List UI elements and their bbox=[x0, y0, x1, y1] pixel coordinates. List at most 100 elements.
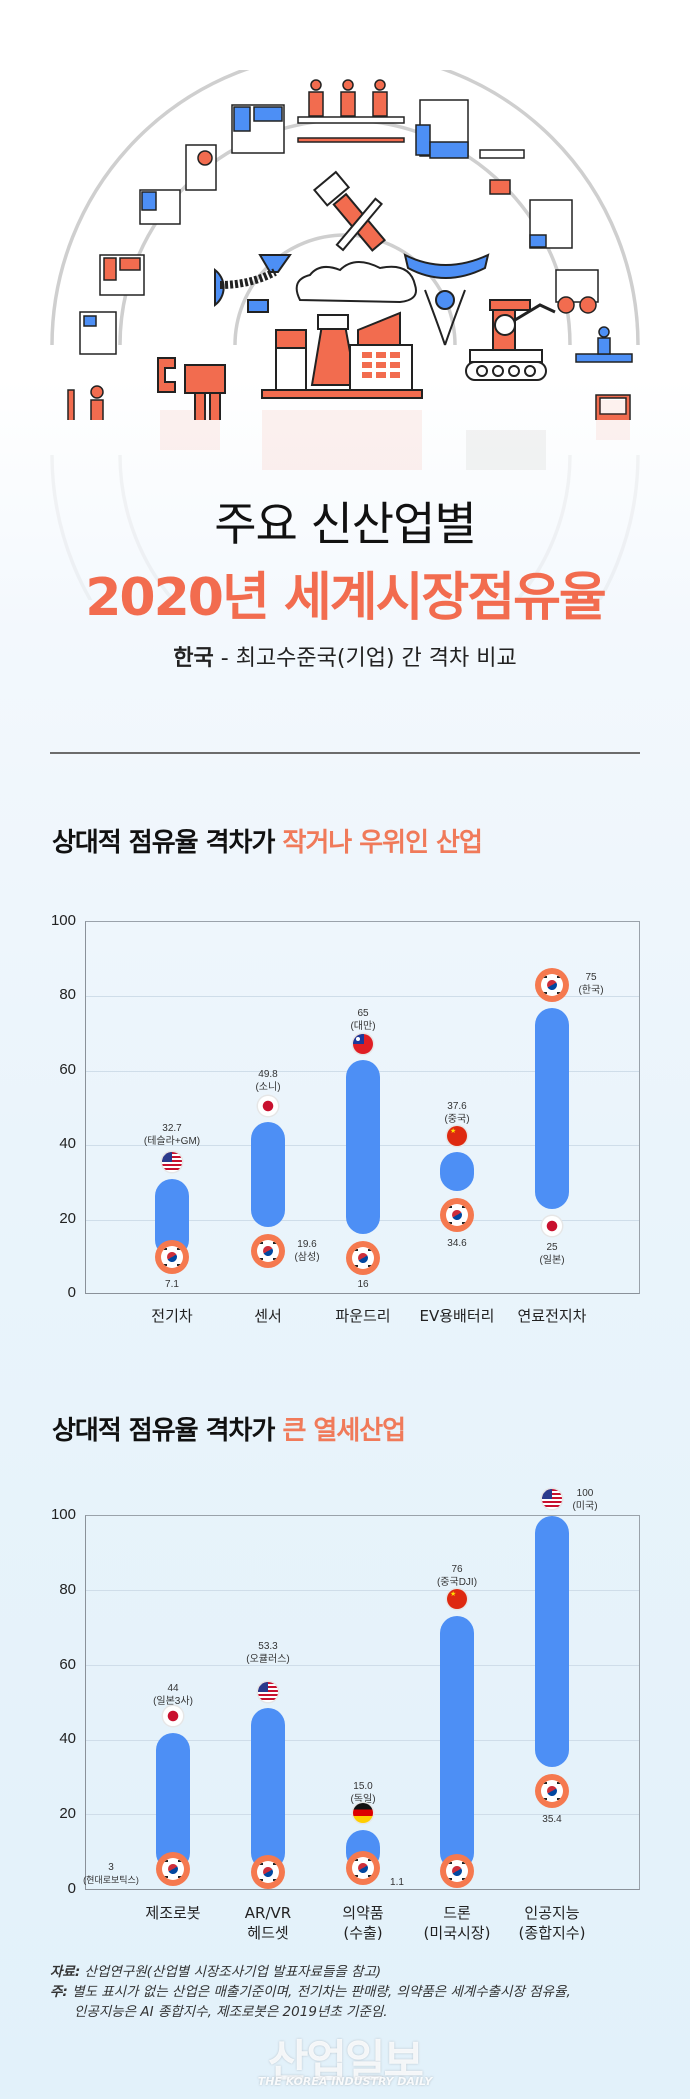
korea-flag-icon bbox=[535, 1774, 569, 1808]
industry-illustration bbox=[0, 0, 690, 420]
y-tick: 60 bbox=[59, 1061, 76, 1078]
page-title-line2: 2020년 세계시장점유율 bbox=[85, 568, 607, 628]
label-top-value: 49.8 bbox=[258, 1069, 278, 1080]
taiwan-flag-icon bbox=[353, 1034, 373, 1054]
watermark-logo: 산업일보 bbox=[268, 2036, 424, 2087]
robot-legs-icon bbox=[157, 357, 226, 420]
robot-gripper-right-icon bbox=[403, 253, 490, 346]
label-top-name: (독일) bbox=[350, 1794, 376, 1805]
y-tick: 80 bbox=[59, 986, 76, 1003]
label-korea-value: 35.4 bbox=[542, 1814, 562, 1825]
label-top-value: 53.3 bbox=[258, 1641, 278, 1652]
label-korea-value: 34.6 bbox=[447, 1238, 467, 1249]
source-note: 자료: 산업연구원(산업별 시장조사기업 발표자료들을 참고) bbox=[50, 1962, 381, 1982]
y-tick: 40 bbox=[59, 1730, 76, 1747]
note-line1: 별도 표시가 없는 산업은 매출기준이며, 전기차는 판매량, 의약품은 세계수… bbox=[67, 1984, 571, 2000]
x-category: 의약품 (수출) bbox=[342, 1904, 384, 1942]
korea-flag-icon bbox=[251, 1855, 285, 1889]
footnote: 주: 별도 표시가 없는 산업은 매출기준이며, 전기차는 판매량, 의약품은 … bbox=[50, 1982, 571, 2002]
label-top-value: 15.0 bbox=[353, 1781, 373, 1792]
subtitle-rest: - 최고수준국(기업) 간 격차 비교 bbox=[213, 646, 517, 671]
tools-icon bbox=[312, 170, 387, 252]
label-top-value: 32.7 bbox=[162, 1123, 182, 1134]
note-label: 주: bbox=[50, 1984, 68, 2000]
label-top-value: 76 bbox=[451, 1564, 463, 1575]
section-title-small-gap: 상대적 점유율 격차가 작거나 우위인 산업 bbox=[52, 822, 483, 859]
korea-flag-icon bbox=[440, 1198, 474, 1232]
label-korea-value: 75 bbox=[585, 972, 597, 983]
y-tick: 80 bbox=[59, 1581, 76, 1598]
china-flag-icon bbox=[447, 1589, 467, 1609]
usa-flag-icon bbox=[162, 1152, 182, 1172]
illustration-reflection bbox=[50, 400, 640, 600]
factory-icon bbox=[261, 261, 423, 399]
label-top-name: (중국DJI) bbox=[436, 1577, 478, 1588]
korea-flag-icon bbox=[346, 1241, 380, 1275]
y-tick: 100 bbox=[50, 912, 76, 929]
range-bar-arvr bbox=[251, 1708, 285, 1870]
section-title-highlight: 작거나 우위인 산업 bbox=[282, 828, 482, 858]
x-category: EV용배터리 bbox=[419, 1307, 495, 1325]
label-korea-name: (삼성) bbox=[294, 1252, 320, 1263]
label-top-value: 25 bbox=[546, 1242, 558, 1253]
korea-flag-icon bbox=[346, 1851, 380, 1885]
x-category: 파운드리 bbox=[335, 1307, 391, 1325]
label-korea-value: 7.1 bbox=[165, 1279, 179, 1290]
label-korea-value: 16 bbox=[357, 1279, 369, 1290]
y-tick: 20 bbox=[59, 1210, 76, 1227]
range-bar-robot bbox=[156, 1733, 190, 1870]
gridline bbox=[86, 996, 639, 997]
machine-icons-left bbox=[79, 104, 285, 355]
x-category: 연료전지차 bbox=[517, 1307, 587, 1325]
label-top-name: (오큘러스) bbox=[246, 1654, 290, 1665]
label-korea-value: 3 bbox=[108, 1862, 114, 1873]
subtitle-bold: 한국 bbox=[173, 646, 214, 671]
y-tick: 0 bbox=[67, 1880, 76, 1897]
page-title-line1: 주요 신산업별 bbox=[214, 497, 477, 551]
gridline bbox=[86, 1740, 639, 1741]
footnote-cont: 인공지능은 AI 종합지수, 제조로봇은 2019년초 기준임. bbox=[74, 2004, 388, 2020]
source-label: 자료: bbox=[50, 1964, 81, 1980]
section-title-large-gap: 상대적 점유율 격차가 큰 열세산업 bbox=[52, 1410, 406, 1447]
page-subtitle: 한국 - 최고수준국(기업) 간 격차 비교 bbox=[0, 640, 690, 672]
label-top-value: 65 bbox=[357, 1008, 369, 1019]
label-top-name: (소니) bbox=[255, 1082, 281, 1093]
label-korea-value: 19.6 bbox=[297, 1239, 317, 1250]
gridline bbox=[86, 1590, 639, 1591]
machine-icons-right bbox=[415, 99, 633, 420]
x-category: 전기차 bbox=[151, 1307, 193, 1325]
range-bar-sensor bbox=[251, 1122, 285, 1227]
label-top-name: (미국) bbox=[572, 1501, 598, 1512]
label-top-value: 37.6 bbox=[447, 1101, 467, 1112]
label-korea-name: (현대로보틱스) bbox=[83, 1875, 139, 1885]
korea-flag-icon bbox=[156, 1852, 190, 1886]
label-top-name: (중국) bbox=[444, 1114, 470, 1125]
robot-arm-left-icon bbox=[214, 254, 292, 313]
gridline bbox=[86, 1665, 639, 1666]
range-bar-ai bbox=[535, 1516, 569, 1767]
japan-flag-icon bbox=[542, 1216, 562, 1236]
usa-flag-icon bbox=[542, 1489, 562, 1509]
usa-flag-icon bbox=[258, 1682, 278, 1702]
label-top-value: 44 bbox=[167, 1683, 179, 1694]
x-category: AR/VR 헤드셋 bbox=[244, 1904, 292, 1942]
y-tick: 100 bbox=[50, 1506, 76, 1523]
x-category: 인공지능 (종합지수) bbox=[518, 1904, 586, 1942]
range-bar-battery bbox=[440, 1152, 474, 1191]
y-tick: 0 bbox=[67, 1284, 76, 1301]
y-tick: 40 bbox=[59, 1135, 76, 1152]
korea-flag-icon bbox=[155, 1240, 189, 1274]
label-top-name: (대만) bbox=[350, 1021, 376, 1032]
y-tick: 20 bbox=[59, 1805, 76, 1822]
korea-flag-icon bbox=[535, 968, 569, 1002]
china-flag-icon bbox=[447, 1126, 467, 1146]
label-top-value: 100 bbox=[576, 1488, 594, 1499]
y-tick: 60 bbox=[59, 1656, 76, 1673]
section-title-highlight: 큰 열세산업 bbox=[282, 1416, 406, 1446]
japan-flag-icon bbox=[163, 1706, 183, 1726]
korea-flag-icon bbox=[251, 1234, 285, 1268]
range-bar-fuel-cell bbox=[535, 1008, 569, 1209]
label-top-name: (테슬라+GM) bbox=[143, 1136, 201, 1147]
section-title-black: 상대적 점유율 격차가 bbox=[52, 1416, 283, 1446]
range-bar-foundry bbox=[346, 1060, 380, 1234]
